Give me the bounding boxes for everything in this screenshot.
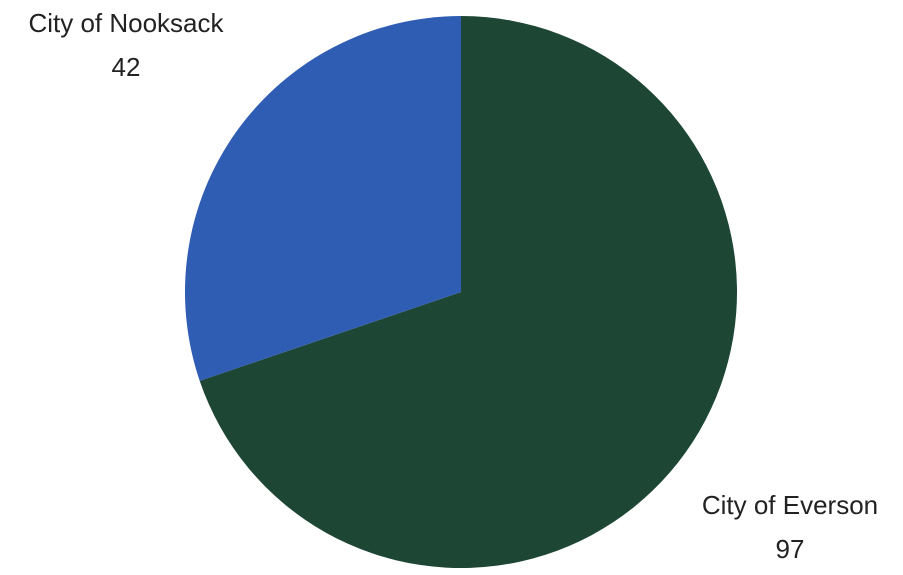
data-label-everson-value: 97 [776, 534, 805, 564]
data-label-nooksack-value: 42 [112, 52, 141, 82]
data-label-nooksack: City of Nooksack 42 [28, 8, 224, 82]
data-label-everson-name: City of Everson [702, 490, 878, 520]
data-label-nooksack-name: City of Nooksack [28, 8, 224, 38]
pie-slice-city-of-everson [199, 16, 738, 568]
data-label-everson: City of Everson 97 [702, 490, 878, 564]
pie-slice-city-of-nooksack [184, 16, 461, 381]
pie-slices [184, 16, 738, 568]
